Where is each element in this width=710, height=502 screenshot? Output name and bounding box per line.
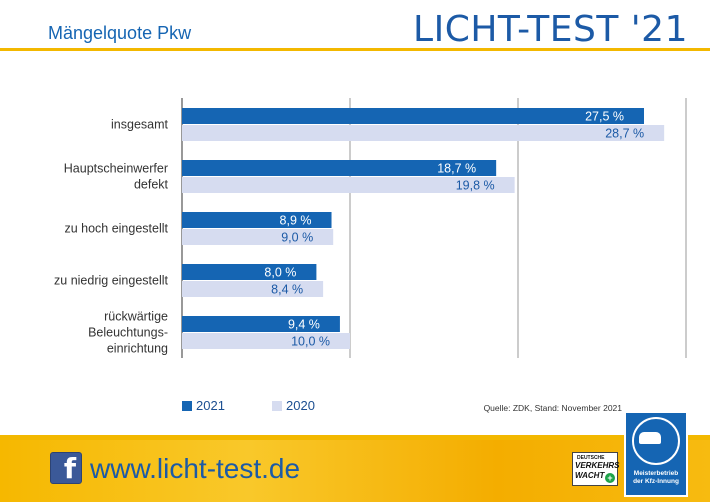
car-icon — [639, 432, 661, 444]
category-label-4-2: einrichtung — [107, 342, 168, 356]
bar-2021-2 — [182, 212, 332, 228]
category-label-3-0: zu niedrig eingestellt — [54, 274, 168, 288]
legend-swatch-2021 — [182, 401, 192, 411]
bar-2021-1 — [182, 160, 497, 176]
data-label-2021-0: 27,5 % — [585, 110, 624, 124]
legend-label-2020: 2020 — [286, 398, 315, 413]
bar-chart: 27,5 % 28,7 % insgesamt 18,7 % 19,8 % Hauptsc… — [54, 98, 687, 358]
bar-2020-1 — [182, 177, 515, 193]
data-label-2021-2: 8,9 % — [280, 214, 312, 228]
badge-line1: Meisterbetrieb — [633, 470, 679, 477]
kfz-innung-badge: Meisterbetrieb der Kfz-Innung — [624, 411, 688, 497]
category-label-4-1: Beleuchtungs- — [88, 326, 168, 340]
facebook-icon[interactable]: f — [50, 452, 82, 485]
source-note: Quelle: ZDK, Stand: November 2021 — [483, 403, 622, 413]
data-label-2020-0: 28,7 % — [605, 127, 644, 141]
data-label-2021-3: 8,0 % — [264, 266, 296, 280]
category-label-4-0: rückwärtige — [104, 310, 168, 324]
legend-label-2021: 2021 — [196, 398, 225, 413]
category-label-1-1: defekt — [134, 178, 169, 192]
bar-2020-3 — [182, 281, 324, 297]
chart-subtitle: Mängelquote Pkw — [48, 23, 192, 43]
category-label-0-0: insgesamt — [111, 118, 168, 132]
bar-2020-4 — [182, 333, 350, 349]
category-label-1-0: Hauptscheinwerfer — [64, 162, 168, 176]
legend-swatch-2020 — [272, 401, 282, 411]
bar-2020-0 — [182, 125, 665, 141]
header-divider — [0, 48, 710, 51]
website-link[interactable]: www.licht-test.de — [90, 453, 301, 484]
data-label-2020-1: 19,8 % — [456, 179, 495, 193]
bar-2021-0 — [182, 108, 644, 124]
facebook-glyph: f — [63, 452, 76, 485]
plus-icon: + — [605, 473, 615, 483]
brand-title: LICHT-TEST '21 — [413, 9, 688, 50]
legend-item-2021: 2021 — [182, 398, 225, 413]
badge-seal-icon — [632, 417, 680, 465]
data-label-2020-3: 8,4 % — [271, 283, 303, 297]
data-label-2021-1: 18,7 % — [437, 162, 476, 176]
category-label-2-0: zu hoch eingestellt — [64, 222, 168, 236]
badge-line2: der Kfz-Innung — [633, 478, 679, 485]
data-label-2020-2: 9,0 % — [281, 231, 313, 245]
header: Mängelquote Pkw LICHT-TEST '21 — [0, 0, 710, 50]
bar-2021-4 — [182, 316, 340, 332]
verkehrswacht-logo: DEUTSCHE VERKEHRS WACHT + — [572, 452, 620, 486]
verkehrswacht-line1: DEUTSCHE — [577, 455, 605, 461]
verkehrswacht-line3: WACHT — [575, 471, 605, 480]
bar-2020-2 — [182, 229, 334, 245]
legend-item-2020: 2020 — [272, 398, 315, 413]
badge-text: Meisterbetrieb der Kfz-Innung — [626, 470, 686, 486]
data-label-2021-4: 9,4 % — [288, 318, 320, 332]
verkehrswacht-line2: VERKEHRS — [575, 461, 620, 470]
data-label-2020-4: 10,0 % — [291, 335, 330, 349]
footer-divider — [0, 435, 710, 440]
bar-2021-3 — [182, 264, 317, 280]
